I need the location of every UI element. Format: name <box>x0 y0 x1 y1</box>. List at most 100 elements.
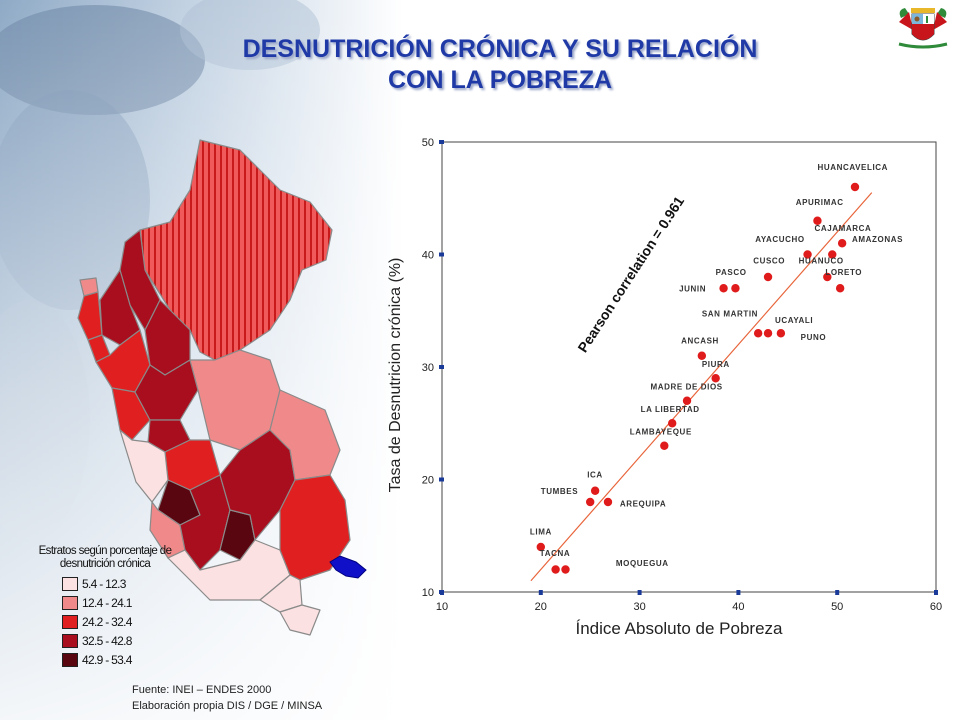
point-label: JUNIN <box>679 285 706 294</box>
data-point <box>850 182 860 192</box>
point-label: MADRE DE DIOS <box>650 383 722 392</box>
data-point <box>731 284 740 293</box>
x-tick-label: 60 <box>930 601 942 613</box>
data-point <box>668 419 677 428</box>
point-label: APURIMAC <box>796 198 844 207</box>
data-point <box>590 486 600 495</box>
point-label: HUANCAVELICA <box>817 163 888 172</box>
y-axis-title: Tasa de Desnutricion crónica (%) <box>387 258 404 493</box>
x-tick-label: 40 <box>732 601 744 613</box>
data-point <box>813 216 822 225</box>
data-point <box>660 441 669 450</box>
data-point <box>561 565 570 574</box>
map-region-piura <box>77 291 103 341</box>
data-point <box>697 351 707 360</box>
point-label: MOQUEGUA <box>616 559 669 568</box>
x-tick-mark <box>440 590 444 595</box>
point-label: CAJAMARCA <box>814 224 871 233</box>
plot-area <box>441 141 937 593</box>
point-label: UCAYALI <box>775 316 813 325</box>
data-point <box>551 565 560 574</box>
legend-item: 24.2 - 32.4 <box>62 615 192 631</box>
data-point <box>835 284 845 293</box>
point-label: LIMA <box>530 528 552 537</box>
slide-title: DESNUTRICIÓN CRÓNICA Y SU RELACIÓN CON L… <box>240 34 760 96</box>
map-region-lima <box>119 429 169 503</box>
legend-title-line-1: Estratos según porcentaje de <box>38 545 172 557</box>
data-point <box>763 272 773 282</box>
point-label: TUMBES <box>541 487 578 496</box>
data-point <box>719 284 728 293</box>
peru-regions-choropleth-map <box>77 139 367 636</box>
y-tick-mark <box>439 365 444 369</box>
y-tick-label: 10 <box>422 587 434 599</box>
point-label: TACNA <box>540 549 570 558</box>
legend-title-line-2: desnutrición crónica <box>59 558 151 570</box>
point-label: PASCO <box>716 268 747 277</box>
y-tick-label: 50 <box>422 137 434 149</box>
point-label: HUANUCO <box>799 257 844 266</box>
y-tick-mark <box>439 140 444 144</box>
credit-line: Elaboración propia DIS / DGE / MINSA <box>132 700 323 712</box>
legend-label: 42.9 - 53.4 <box>82 653 132 667</box>
data-point <box>837 239 847 248</box>
legend-item: 5.4 - 12.3 <box>62 577 192 593</box>
data-point <box>711 374 720 383</box>
y-tick-mark <box>439 252 444 257</box>
legend-swatch <box>62 577 78 591</box>
map-region-moquegua <box>259 574 303 613</box>
point-label: SAN MARTIN <box>702 309 758 318</box>
x-tick-label: 50 <box>831 601 843 613</box>
data-point <box>763 329 773 338</box>
map-region-arequipa <box>167 539 291 601</box>
point-label: LA LIBERTAD <box>641 405 700 414</box>
data-point <box>776 329 786 338</box>
data-point <box>823 272 832 282</box>
point-label: PIURA <box>702 360 730 369</box>
point-label: AMAZONAS <box>852 235 903 244</box>
legend-item: 32.5 - 42.8 <box>62 634 192 650</box>
x-axis-title: Índice Absoluto de Pobreza <box>576 619 784 638</box>
data-point <box>753 329 763 338</box>
x-tick-mark <box>538 590 543 595</box>
map-region-huanuco <box>134 359 199 421</box>
y-tick-mark <box>439 477 444 482</box>
y-tick-label: 30 <box>422 362 434 374</box>
peru-coat-of-arms-icon <box>898 8 948 49</box>
point-label: PUNO <box>801 333 827 342</box>
y-tick-label: 20 <box>422 475 434 487</box>
source-line: Fuente: INEI – ENDES 2000 <box>132 684 272 696</box>
legend-swatch <box>62 634 78 648</box>
legend-item: 12.4 - 24.1 <box>62 596 192 612</box>
point-label: ICA <box>587 470 603 479</box>
legend-swatch <box>62 653 78 667</box>
point-label: CUSCO <box>753 257 785 266</box>
point-label: LORETO <box>825 268 862 277</box>
title-line-2: CON LA POBREZA <box>387 66 613 94</box>
data-point <box>828 250 837 259</box>
data-point <box>586 497 595 507</box>
legend-item: 42.9 - 53.4 <box>62 653 192 669</box>
x-tick-label: 30 <box>633 601 645 613</box>
legend-label: 24.2 - 32.4 <box>82 615 132 629</box>
legend-label: 12.4 - 24.1 <box>82 596 132 610</box>
point-label: AREQUIPA <box>620 500 666 509</box>
data-point <box>536 542 545 552</box>
data-point <box>803 250 812 259</box>
data-point <box>682 396 692 405</box>
x-tick-mark <box>736 590 741 595</box>
map-legend: Estratos según porcentaje de desnutrició… <box>20 545 195 667</box>
map-region-madre-de-dios <box>269 389 341 481</box>
x-tick-mark <box>934 590 938 595</box>
point-label: AYACUCHO <box>755 235 805 244</box>
point-label: LAMBAYEQUE <box>630 428 692 437</box>
map-region-tacna <box>279 604 321 636</box>
x-tick-mark <box>835 590 840 595</box>
regression-line <box>530 192 873 582</box>
lake-titicaca <box>329 555 367 579</box>
data-point <box>603 497 613 507</box>
map-region-puno <box>279 474 351 581</box>
x-tick-label: 10 <box>436 601 448 613</box>
title-line-1: DESNUTRICIÓN CRÓNICA Y SU RELACIÓN <box>242 35 758 63</box>
point-label: ANCASH <box>681 336 719 345</box>
